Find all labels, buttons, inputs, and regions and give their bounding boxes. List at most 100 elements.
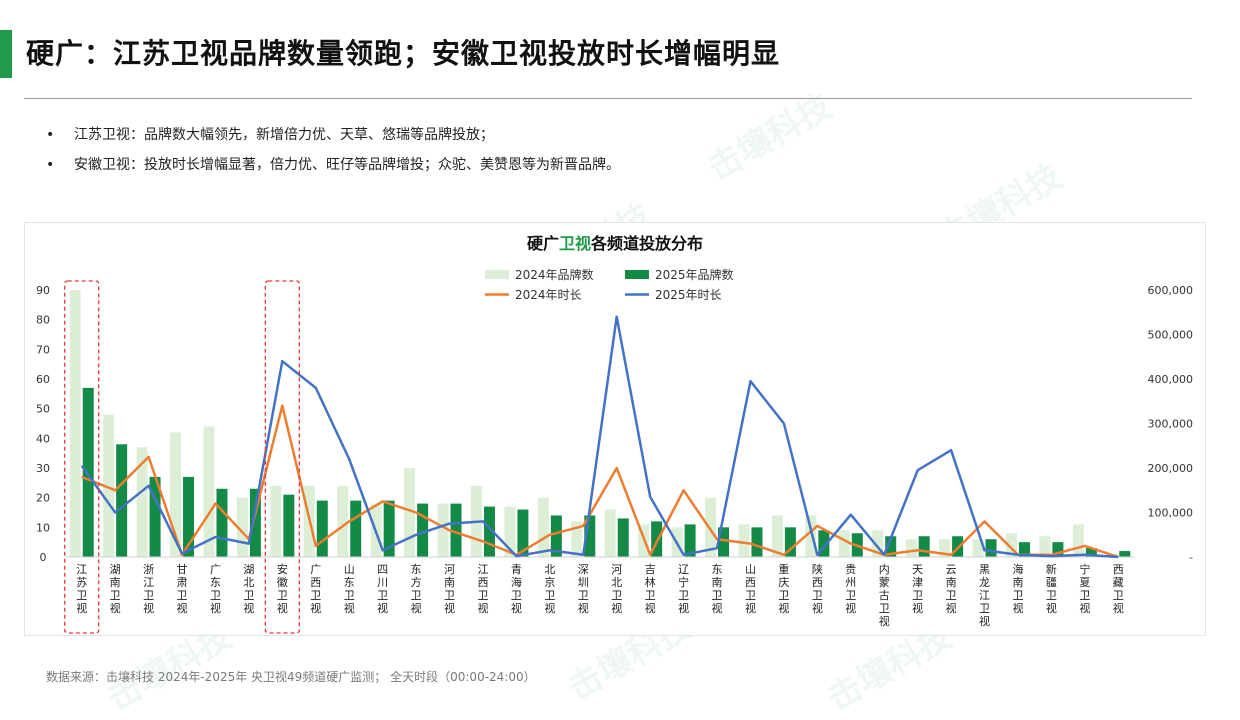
bullet-list: • 江苏卫视：品牌数大幅领先，新增倍力优、天草、悠瑞等品牌投放； • 安徽卫视：… — [46, 124, 620, 184]
bar-2025 — [818, 530, 830, 557]
x-category-label: 宁夏卫视 — [1079, 562, 1090, 615]
chart-title: 硬广卫视各频道投放分布 — [527, 234, 703, 253]
bar-2025 — [417, 503, 429, 557]
y-left-tick-label: 50 — [36, 403, 50, 416]
x-category-label: 吉林卫视 — [645, 563, 656, 615]
bar-2025 — [651, 521, 663, 557]
bullet-item: • 江苏卫视：品牌数大幅领先，新增倍力优、天草、悠瑞等品牌投放； — [46, 124, 620, 154]
bar-2024 — [905, 539, 917, 557]
x-category-label: 西藏卫视 — [1113, 563, 1124, 615]
bullet-text: 安徽卫视：投放时长增幅显著，倍力优、旺仔等品牌增投；众驼、美赞恩等为新晋品牌。 — [74, 157, 620, 173]
x-category-label: 东方卫视 — [411, 563, 422, 615]
bar-2025 — [617, 518, 629, 557]
x-category-label: 甘肃卫视 — [177, 563, 188, 615]
x-category-label: 广西卫视 — [310, 563, 321, 615]
bar-2025 — [517, 509, 529, 557]
y-right-tick-label: - — [1189, 551, 1193, 564]
bar-2024 — [437, 503, 449, 557]
chart-panel: 硬广卫视各频道投放分布 2024年品牌数 2025年品牌数 2024年时长 2025年… — [24, 222, 1206, 636]
x-category-label: 内蒙古卫视 — [879, 562, 890, 628]
bar-2025 — [1018, 542, 1030, 557]
bar-2025 — [885, 536, 897, 557]
title-accent-bar — [0, 30, 12, 78]
legend-label: 2024年品牌数 — [515, 267, 594, 282]
x-category-label: 四川卫视 — [377, 563, 388, 615]
bar-2024 — [170, 432, 182, 557]
chart-title-highlight: 卫视 — [559, 234, 591, 253]
chart-marks: 0 10 20 30 40 50 60 70 80 90 - 100,000 200,000 300,00… — [36, 280, 1194, 634]
y-left-tick-label: 70 — [36, 343, 50, 356]
bar-2025 — [718, 527, 730, 557]
x-category-label: 北京卫视 — [544, 563, 555, 615]
y-left-tick-label: 0 — [40, 551, 47, 564]
bar-2024 — [103, 414, 115, 557]
bar-2025 — [1052, 542, 1064, 557]
bar-2025 — [450, 503, 462, 557]
x-category-label: 黑龙江卫视 — [979, 563, 990, 628]
chart-title-part: 硬广 — [527, 234, 559, 253]
bar-2024 — [236, 497, 248, 557]
x-category-label: 安徽卫视 — [277, 562, 288, 615]
y-right-tick-label: 400,000 — [1148, 373, 1194, 386]
bar-2025 — [918, 536, 930, 557]
bar-2024 — [203, 426, 215, 557]
bar-2025 — [216, 488, 228, 557]
bar-2025 — [985, 539, 997, 557]
bar-2025 — [249, 488, 261, 557]
bar-2025 — [82, 387, 94, 557]
bar-2024 — [270, 485, 282, 557]
legend-swatch — [485, 270, 509, 279]
x-category-label: 深圳卫视 — [578, 563, 589, 615]
bar-2024 — [771, 515, 783, 557]
x-category-label: 重庆卫视 — [778, 562, 789, 615]
y-left-tick-label: 40 — [36, 432, 50, 445]
bar-2025 — [1119, 551, 1131, 557]
bullet-text: 江苏卫视：品牌数大幅领先，新增倍力优、天草、悠瑞等品牌投放； — [74, 127, 494, 143]
line-2025 — [80, 315, 1119, 559]
bar-2025 — [116, 444, 128, 557]
y-right-tick-label: 100,000 — [1148, 507, 1194, 520]
x-category-label: 山东卫视 — [344, 563, 355, 615]
bar-2024 — [504, 506, 516, 557]
bar-2025 — [183, 476, 195, 557]
x-category-label: 江苏卫视 — [76, 563, 87, 615]
x-category-label: 广东卫视 — [210, 563, 221, 615]
bullet-marker: • — [46, 127, 55, 143]
bar-2025 — [149, 476, 161, 557]
bar-2024 — [872, 530, 884, 557]
bar-2024 — [571, 521, 583, 557]
x-category-label: 青海卫视 — [511, 563, 522, 615]
x-category-label: 云南卫视 — [946, 563, 957, 615]
x-category-label: 河北卫视 — [611, 563, 622, 615]
legend-label: 2025年品牌数 — [655, 267, 734, 282]
bar-2025 — [283, 494, 295, 557]
bar-2024 — [1005, 533, 1017, 557]
data-source-note: 数据来源：击壤科技 2024年-2025年 央卫视49频道硬广监测； 全天时段（… — [46, 670, 536, 684]
y-left-tick-label: 60 — [36, 373, 50, 386]
chart-legend: 2024年品牌数 2025年品牌数 2024年时长 2025年时长 — [485, 267, 734, 302]
y-right-tick-label: 200,000 — [1148, 462, 1194, 475]
x-category-label: 贵州卫视 — [845, 563, 856, 615]
x-category-label: 陕西卫视 — [812, 562, 823, 615]
bar-2024 — [337, 485, 349, 557]
bullet-item: • 安徽卫视：投放时长增幅显著，倍力优、旺仔等品牌增投；众驼、美赞恩等为新晋品牌… — [46, 154, 620, 184]
channel-distribution-chart: 硬广卫视各频道投放分布 2024年品牌数 2025年品牌数 2024年时长 2025年… — [36, 234, 1194, 634]
bar-2025 — [584, 515, 596, 557]
x-category-label: 辽宁卫视 — [678, 563, 689, 615]
x-category-label: 湖南卫视 — [110, 563, 121, 615]
bar-2024 — [805, 515, 817, 557]
highlight-box — [64, 280, 100, 634]
y-left-tick-label: 30 — [36, 462, 50, 475]
bar-2024 — [136, 447, 148, 557]
y-right-tick-label: 500,000 — [1148, 329, 1194, 342]
x-category-label: 山西卫视 — [745, 563, 756, 615]
bar-2025 — [350, 500, 362, 557]
y-left-tick-label: 20 — [36, 492, 50, 505]
watermark: 击壤科技 — [700, 86, 839, 189]
legend-label: 2025年时长 — [655, 288, 722, 302]
x-category-label: 天津卫视 — [912, 563, 923, 615]
y-left-tick-label: 80 — [36, 314, 50, 327]
bar-2025 — [684, 524, 696, 557]
bar-2024 — [1072, 524, 1084, 557]
highlight-box — [264, 280, 300, 634]
